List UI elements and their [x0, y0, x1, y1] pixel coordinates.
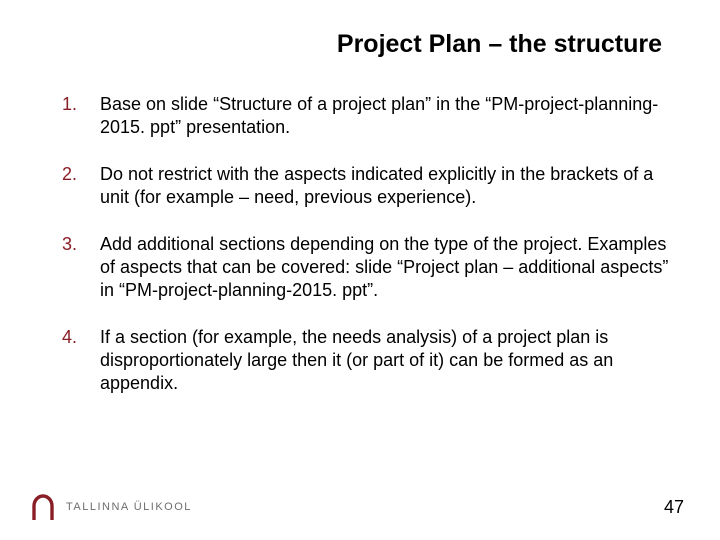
page-number: 47	[664, 497, 684, 518]
list-item: Do not restrict with the aspects indicat…	[58, 163, 670, 209]
institution-name: TALLINNA ÜLIKOOL	[66, 501, 192, 513]
institution-logo: TALLINNA ÜLIKOOL	[30, 492, 192, 522]
list-item: If a section (for example, the needs ana…	[58, 326, 670, 395]
slide-footer: TALLINNA ÜLIKOOL 47	[0, 492, 720, 522]
slide-title: Project Plan – the structure	[50, 30, 670, 59]
content-list: Base on slide “Structure of a project pl…	[50, 93, 670, 395]
list-item: Add additional sections depending on the…	[58, 233, 670, 302]
list-item: Base on slide “Structure of a project pl…	[58, 93, 670, 139]
arch-icon	[30, 492, 56, 522]
slide-container: Project Plan – the structure Base on sli…	[0, 0, 720, 540]
